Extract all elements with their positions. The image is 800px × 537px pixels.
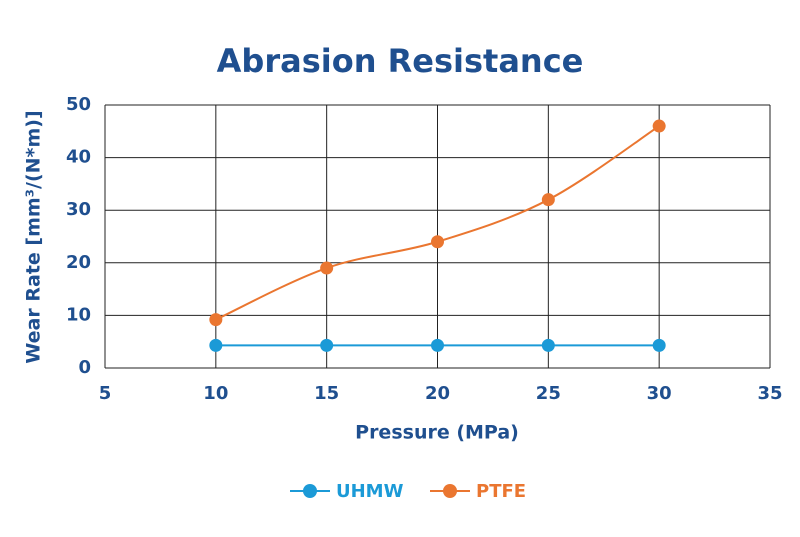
y-tick-label: 10 bbox=[66, 304, 91, 325]
legend-marker bbox=[303, 484, 317, 498]
point bbox=[209, 338, 223, 352]
y-tick-label: 50 bbox=[66, 94, 91, 115]
x-tick-label: 10 bbox=[203, 383, 228, 404]
y-tick-label: 30 bbox=[66, 199, 91, 220]
x-tick-label: 30 bbox=[647, 383, 672, 404]
x-tick-label: 25 bbox=[536, 383, 561, 404]
y-tick-label: 40 bbox=[66, 147, 91, 168]
y-axis-label: Wear Rate [mm³/(N*m)] bbox=[23, 110, 45, 363]
point bbox=[541, 193, 555, 207]
legend-marker bbox=[443, 484, 457, 498]
point bbox=[320, 261, 334, 275]
x-tick-label: 15 bbox=[314, 383, 339, 404]
x-tick-label: 20 bbox=[425, 383, 450, 404]
legend-label: UHMW bbox=[336, 481, 404, 502]
x-axis-label: Pressure (MPa) bbox=[355, 422, 519, 444]
point bbox=[652, 338, 666, 352]
chart-title: Abrasion Resistance bbox=[217, 42, 584, 80]
legend-label: PTFE bbox=[476, 481, 526, 502]
point bbox=[541, 338, 555, 352]
x-tick-label: 5 bbox=[99, 383, 112, 404]
point bbox=[320, 338, 334, 352]
y-tick-label: 20 bbox=[66, 252, 91, 273]
y-tick-label: 0 bbox=[78, 357, 91, 378]
point bbox=[209, 313, 223, 327]
x-tick-label: 35 bbox=[757, 383, 782, 404]
point bbox=[431, 235, 444, 249]
point bbox=[431, 338, 444, 352]
point bbox=[652, 119, 666, 133]
